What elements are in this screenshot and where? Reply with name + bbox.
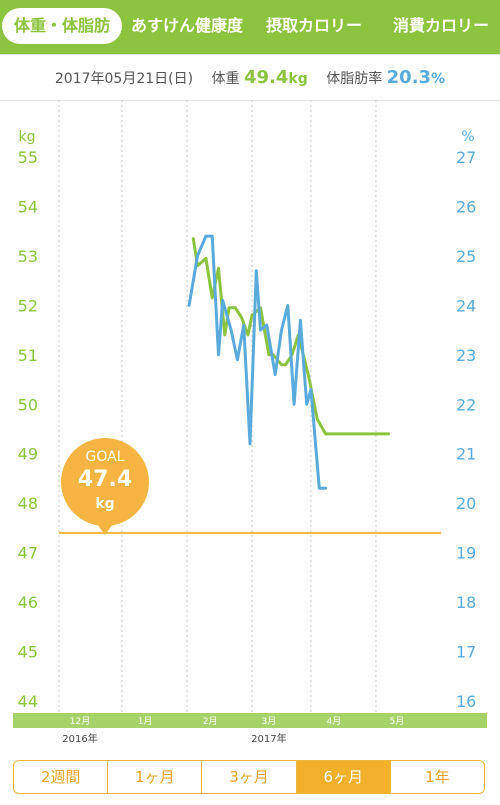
left-axis-tick-label: 51 (18, 346, 38, 365)
right-axis-tick-label: 20 (456, 494, 476, 513)
right-axis-tick-label: 26 (456, 197, 476, 216)
month-band (13, 713, 487, 728)
right-axis-tick-label: 16 (456, 692, 476, 711)
weight-fat-chart[interactable]: kg % 44 45 46 47 48 49 50 51 52 53 54 55 16 17 18 19 20 21 2… (0, 100, 500, 750)
period-2weeks-button[interactable]: 2週間 (40, 768, 81, 786)
period-3months-button[interactable]: 3ヶ月 (201, 761, 295, 793)
year-label: 2017年 (251, 732, 286, 745)
body-fat-series-line (187, 234, 328, 490)
summary-date: 2017年05月21日(日) (54, 71, 194, 87)
left-axis-tick-label: 44 (18, 692, 38, 711)
goal-label: GOAL (85, 449, 125, 465)
body-fat-value: 20.3 (386, 67, 432, 88)
period-1year-button[interactable]: 1年 (389, 761, 484, 793)
right-axis-tick-label: 19 (456, 544, 476, 563)
body-fat-label: 体脂肪率 (326, 71, 383, 87)
tab-bar: 体重・体脂肪 あすけん健康度 摂取カロリー 消費カロリー (0, 0, 500, 54)
left-axis-tick-label: 46 (18, 593, 38, 612)
right-axis-tick-label: 25 (456, 247, 476, 266)
goal-bubble: GOAL 47.4 kg (61, 438, 149, 535)
right-axis-unit: % (461, 129, 474, 145)
month-tick-label: 2月 (203, 716, 218, 727)
tab-asken-health[interactable]: あすけん健康度 (130, 16, 243, 35)
month-tick-label: 3月 (262, 716, 277, 727)
month-tick-label: 1月 (138, 716, 153, 727)
left-axis-tick-label: 49 (18, 445, 38, 464)
left-axis-tick-label: 47 (18, 544, 38, 563)
body-fat-unit: % (431, 71, 446, 87)
left-axis-tick-label: 45 (18, 643, 38, 662)
month-tick-label: 4月 (327, 716, 342, 727)
right-axis-tick-label: 27 (456, 148, 476, 167)
left-axis-tick-label: 55 (18, 148, 38, 167)
right-axis-tick-label: 24 (456, 296, 476, 315)
summary-bar: 2017年05月21日(日) 体重 49.4kg 体脂肪率 20.3% (0, 56, 500, 100)
right-axis-tick-label: 23 (456, 346, 476, 365)
period-selector: 2週間 1ヶ月 3ヶ月 6ヶ月 1年 (13, 760, 485, 794)
right-axis-tick-label: 18 (456, 593, 476, 612)
summary-divider (0, 100, 500, 101)
left-axis-tick-label: 50 (18, 395, 38, 414)
right-axis-tick-label: 22 (456, 395, 476, 414)
left-axis-tick-label: 53 (18, 247, 38, 266)
period-6months-button[interactable]: 6ヶ月 (295, 761, 390, 793)
left-axis-unit: kg (19, 129, 36, 145)
year-label: 2016年 (62, 732, 97, 745)
goal-value: 47.4 (77, 467, 133, 492)
tab-calorie-burned[interactable]: 消費カロリー (392, 16, 489, 35)
tab-divider (0, 54, 500, 55)
tab-weight-body-fat[interactable]: 体重・体脂肪 (2, 8, 122, 44)
month-tick-label: 12月 (70, 716, 90, 727)
right-axis-tick-label: 17 (456, 643, 476, 662)
month-tick-label: 5月 (390, 716, 405, 727)
right-axis-tick-label: 21 (456, 445, 476, 464)
goal-unit: kg (95, 496, 115, 512)
weight-value: 49.4 (243, 67, 289, 88)
left-axis-tick-label: 54 (18, 197, 38, 216)
left-axis-tick-label: 48 (18, 494, 38, 513)
weight-unit: kg (288, 71, 308, 87)
period-1month-button[interactable]: 1ヶ月 (107, 761, 201, 793)
tab-calorie-intake[interactable]: 摂取カロリー (265, 16, 362, 35)
left-axis-tick-label: 52 (18, 296, 38, 315)
weight-label: 体重 (211, 71, 240, 87)
